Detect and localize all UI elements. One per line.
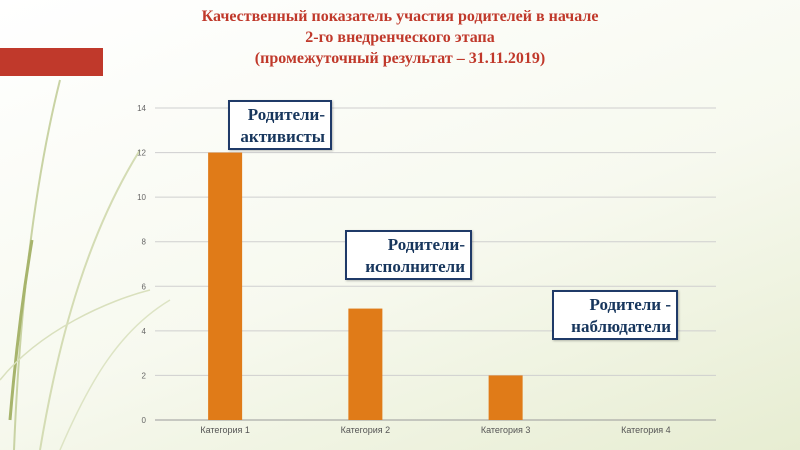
bar <box>348 308 383 420</box>
title-line-1: Качественный показатель участия родителе… <box>201 8 599 25</box>
callout-performers: Родители- исполнители <box>345 230 472 280</box>
callout-line: Родители- <box>247 105 325 124</box>
callout-activists: Родители- активисты <box>228 100 332 150</box>
y-tick-label: 12 <box>137 149 146 158</box>
title-band <box>0 48 103 76</box>
x-tick-label: Категория 1 <box>200 425 250 435</box>
title-line-2: 2-го внедренческого этапа <box>305 29 495 46</box>
decorative-curve <box>8 239 34 421</box>
y-tick-label: 6 <box>142 282 147 291</box>
callout-observers: Родители - наблюдатели <box>552 290 678 340</box>
callout-line: активисты <box>240 127 325 146</box>
title-line-3: (промежуточный результат – 31.11.2019) <box>254 50 546 67</box>
decorative-curve <box>39 149 141 450</box>
callout-line: Родители- <box>387 235 465 254</box>
y-tick-label: 0 <box>142 416 147 425</box>
bar <box>488 375 523 420</box>
callout-line: наблюдатели <box>571 317 671 336</box>
x-tick-label: Категория 4 <box>621 425 671 435</box>
decorative-curve <box>59 299 171 450</box>
bar <box>208 152 243 421</box>
x-tick-label: Категория 2 <box>341 425 391 435</box>
y-tick-label: 4 <box>142 327 147 336</box>
y-tick-label: 2 <box>142 371 147 380</box>
callout-line: исполнители <box>365 257 465 276</box>
y-tick-label: 10 <box>137 193 146 202</box>
y-tick-label: 8 <box>142 238 147 247</box>
chart-title: Качественный показатель участия родителе… <box>120 6 680 69</box>
decorative-curve <box>0 289 151 381</box>
y-tick-label: 14 <box>137 104 146 113</box>
callout-line: Родители - <box>589 295 671 314</box>
x-tick-label: Категория 3 <box>481 425 531 435</box>
